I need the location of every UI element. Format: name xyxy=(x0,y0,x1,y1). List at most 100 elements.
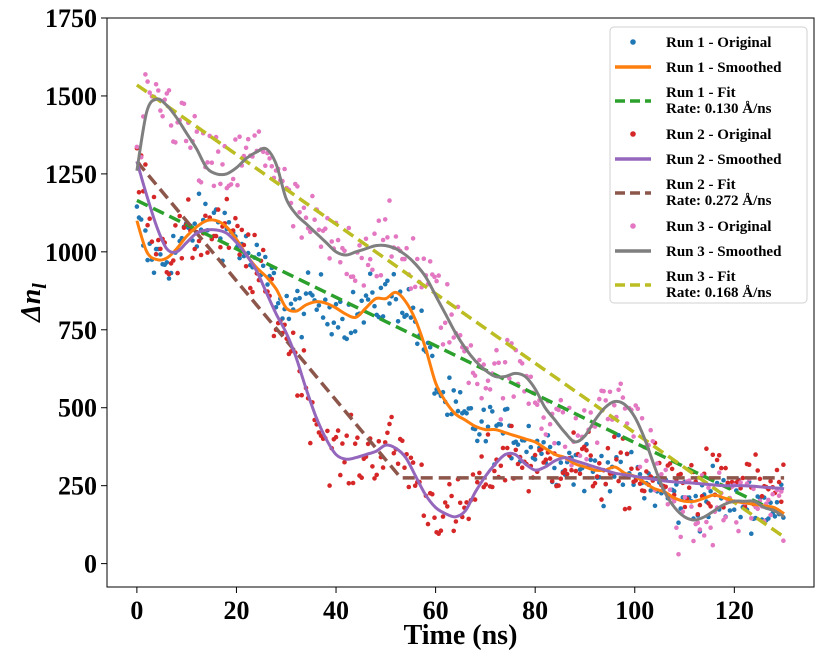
scatter-point xyxy=(215,149,221,154)
scatter-point xyxy=(365,262,371,268)
scatter-point xyxy=(616,387,621,393)
scatter-point xyxy=(348,330,354,336)
scatter-point xyxy=(342,248,347,254)
scatter-point xyxy=(547,456,553,461)
scatter-point xyxy=(385,278,390,284)
scatter-point xyxy=(528,444,534,450)
scatter-point xyxy=(344,271,350,277)
scatter-point xyxy=(479,395,484,401)
scatter-point xyxy=(239,227,245,233)
scatter-point xyxy=(158,108,163,113)
scatter-point xyxy=(549,478,555,484)
legend-rate: Rate: 0.168 Å/ns xyxy=(666,285,772,301)
scatter-point xyxy=(552,465,557,471)
scatter-point xyxy=(338,472,343,478)
scatter-point xyxy=(235,182,240,188)
scatter-point xyxy=(650,439,656,444)
scatter-point xyxy=(361,283,367,288)
scatter-point xyxy=(558,397,564,403)
scatter-point xyxy=(772,514,778,519)
scatter-point xyxy=(492,468,497,474)
scatter-point xyxy=(153,251,159,257)
scatter-point xyxy=(487,404,493,410)
scatter-point xyxy=(329,332,335,337)
scatter-point xyxy=(166,88,172,93)
scatter-point xyxy=(367,271,373,277)
scatter-point xyxy=(233,215,238,221)
scatter-point xyxy=(138,217,144,222)
scatter-point xyxy=(192,113,197,119)
scatter-point xyxy=(539,451,544,457)
x-tick-label: 40 xyxy=(323,596,349,625)
scatter-point xyxy=(408,315,414,320)
scatter-point xyxy=(406,484,412,490)
scatter-point xyxy=(644,469,649,474)
scatter-point xyxy=(774,467,780,473)
scatter-point xyxy=(438,325,444,331)
scatter-point xyxy=(483,386,489,391)
scatter-point xyxy=(567,450,572,456)
scatter-point xyxy=(323,226,328,231)
scatter-point xyxy=(445,504,450,509)
scatter-point xyxy=(749,531,754,536)
scatter-point xyxy=(691,538,696,544)
scatter-point xyxy=(701,533,707,538)
scatter-point xyxy=(158,252,163,257)
scatter-point xyxy=(333,434,339,440)
scatter-point xyxy=(599,497,604,502)
scatter-point xyxy=(149,239,155,244)
scatter-point xyxy=(363,293,369,298)
scatter-point xyxy=(526,423,531,429)
scatter-point xyxy=(254,242,260,248)
scatter-point xyxy=(288,301,294,307)
scatter-point xyxy=(421,256,427,262)
scatter-point xyxy=(582,488,587,494)
scatter-point xyxy=(290,330,296,336)
scatter-point xyxy=(492,361,497,366)
scatter-point xyxy=(365,297,371,302)
scatter-point xyxy=(271,333,277,339)
scatter-point xyxy=(361,320,367,325)
smoothed-line-run-3 xyxy=(135,97,785,522)
scatter-point xyxy=(404,312,409,318)
scatter-point xyxy=(402,465,407,471)
y-axis-title-subscript: l xyxy=(29,283,51,289)
scatter-point xyxy=(346,481,352,486)
scatter-point xyxy=(350,289,356,295)
scatter-point xyxy=(447,340,452,345)
scatter-point xyxy=(605,445,611,451)
legend-label: Run 3 - Original xyxy=(666,219,771,235)
scatter-point xyxy=(346,225,352,231)
scatter-point xyxy=(419,462,424,468)
scatter-point xyxy=(498,422,504,427)
scatter-point xyxy=(528,374,534,380)
scatter-point xyxy=(393,234,399,239)
scatter-point xyxy=(303,215,309,220)
scatter-point xyxy=(592,480,598,486)
scatter-point xyxy=(312,217,317,222)
scatter-point xyxy=(588,457,593,463)
scatter-point xyxy=(768,512,773,518)
scatter-point xyxy=(224,196,230,202)
scatter-point xyxy=(147,216,152,221)
scatter-point xyxy=(607,489,613,494)
scatter-point xyxy=(143,72,148,77)
scatter-point xyxy=(188,145,193,150)
x-tick-label: 0 xyxy=(130,596,143,625)
scatter-point xyxy=(340,316,345,322)
scatter-point xyxy=(378,285,384,291)
scatter-point xyxy=(226,220,232,225)
scatter-point xyxy=(359,255,365,261)
scatter-point xyxy=(434,278,439,284)
scatter-point xyxy=(731,507,737,512)
scatter-point xyxy=(310,293,315,298)
scatter-point xyxy=(186,197,191,202)
scatter-point xyxy=(710,452,716,458)
scatter-point xyxy=(374,472,380,478)
scatter-point xyxy=(637,481,643,487)
scatter-point xyxy=(400,438,405,444)
scatter-point xyxy=(205,160,210,165)
scatter-point xyxy=(275,300,281,306)
scatter-point xyxy=(387,421,392,427)
